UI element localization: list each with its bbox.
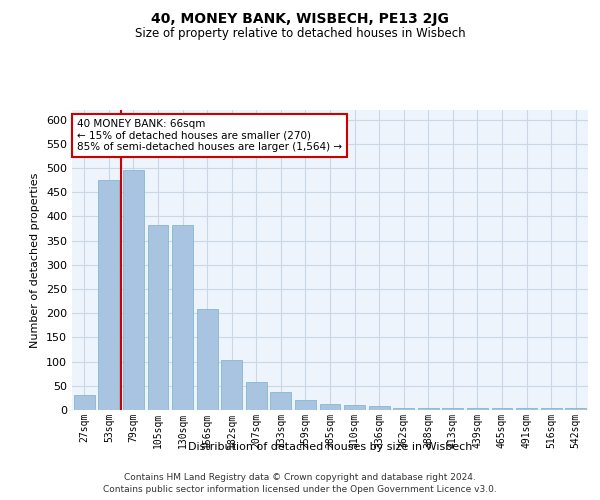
Bar [74, 394, 95, 410]
Text: 40 MONEY BANK: 66sqm
← 15% of detached houses are smaller (270)
85% of semi-deta: 40 MONEY BANK: 66sqm ← 15% of detached h… [77, 119, 342, 152]
Bar [123, 170, 144, 410]
Bar [320, 404, 340, 410]
Bar [565, 408, 586, 410]
Bar [344, 404, 365, 410]
Bar [418, 408, 439, 410]
Bar [148, 225, 169, 410]
Text: Contains public sector information licensed under the Open Government Licence v3: Contains public sector information licen… [103, 485, 497, 494]
Bar [541, 408, 562, 410]
Bar [393, 408, 414, 410]
Y-axis label: Number of detached properties: Number of detached properties [31, 172, 40, 348]
Bar [295, 400, 316, 410]
Bar [246, 382, 267, 410]
Bar [197, 309, 218, 410]
Text: Size of property relative to detached houses in Wisbech: Size of property relative to detached ho… [134, 28, 466, 40]
Text: Contains HM Land Registry data © Crown copyright and database right 2024.: Contains HM Land Registry data © Crown c… [124, 472, 476, 482]
Bar [516, 408, 537, 410]
Text: Distribution of detached houses by size in Wisbech: Distribution of detached houses by size … [188, 442, 472, 452]
Bar [467, 408, 488, 410]
Bar [221, 360, 242, 410]
Bar [368, 406, 389, 410]
Bar [271, 392, 292, 410]
Text: 40, MONEY BANK, WISBECH, PE13 2JG: 40, MONEY BANK, WISBECH, PE13 2JG [151, 12, 449, 26]
Bar [172, 225, 193, 410]
Bar [491, 408, 512, 410]
Bar [442, 408, 463, 410]
Bar [98, 180, 119, 410]
